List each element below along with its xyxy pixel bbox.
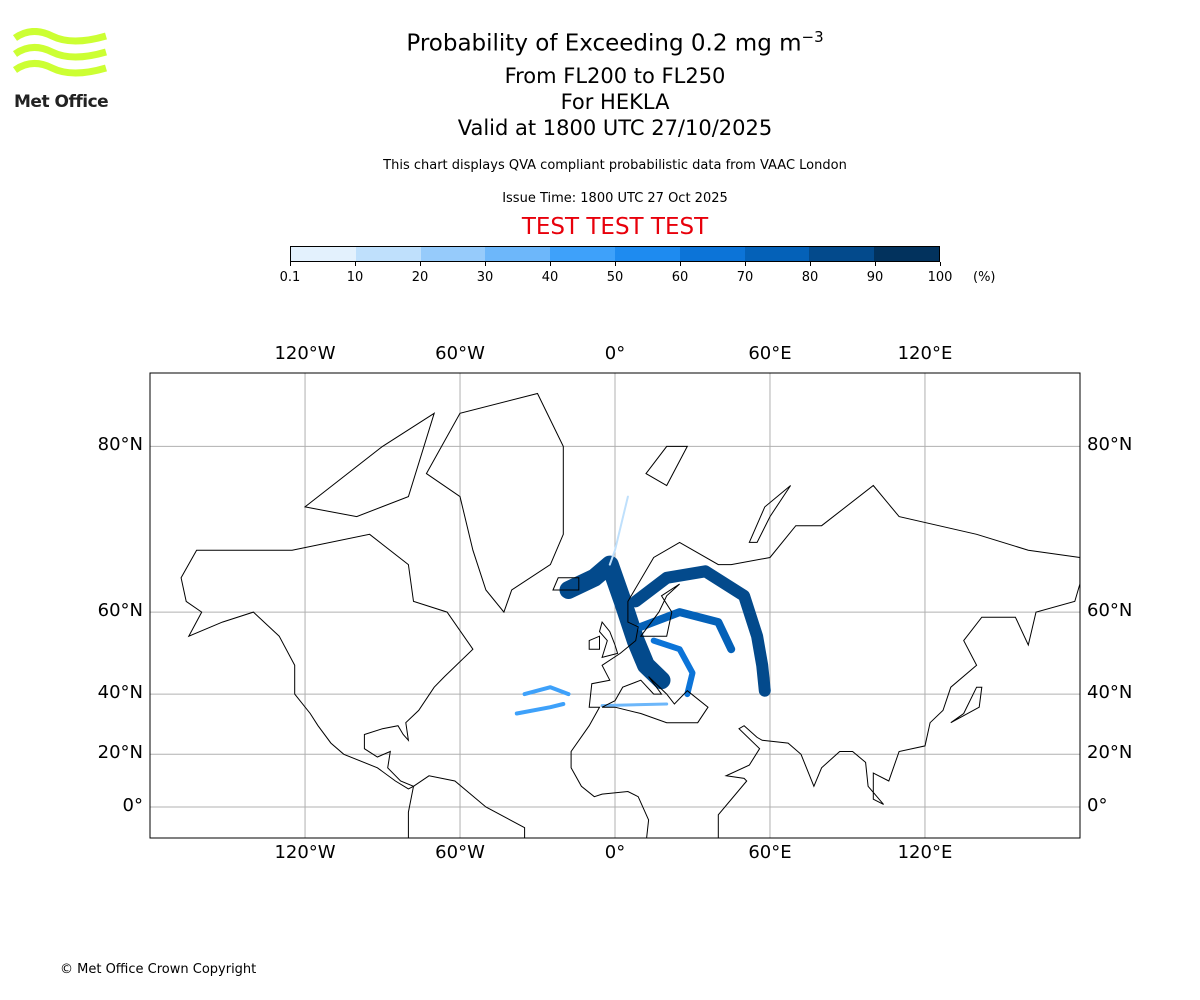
issue-time: Issue Time: 1800 UTC 27 Oct 2025 [502,191,728,206]
colorbar-swatch [744,247,810,261]
colorbar-tick-label: 100 [927,270,953,285]
coastline [598,621,619,659]
coastline [407,775,526,838]
colorbar-swatch [291,247,356,261]
colorbar-swatch [679,247,745,261]
ash-plume [650,637,696,698]
title-text: Probability of Exceeding 0.2 mg m [406,30,802,57]
coastline [748,485,792,543]
colorbar-tickmark [745,262,746,266]
volcano-name: For HEKLA [560,90,670,114]
title-exponent: −3 [801,28,824,46]
ash-plume [559,555,671,690]
chart-title: Probability of Exceeding 0.2 mg m−3 [0,28,1200,57]
colorbar-swatch [550,247,615,261]
longitude-label: 120°W [274,343,336,364]
met-office-logo [12,28,108,112]
logo-text: Met Office [14,92,109,112]
test-banner: TEST TEST TEST [521,214,709,240]
colorbar-tickmark [290,262,291,266]
coastline [303,412,436,518]
colorbar-swatch [874,247,939,261]
data-note: This chart displays QVA compliant probab… [383,158,847,173]
longitude-label: 60°E [748,842,792,863]
latitude-label: 0° [122,795,143,816]
colorbar-swatch [420,247,486,261]
coastlines [180,392,1080,838]
valid-time: Valid at 1800 UTC 27/10/2025 [457,116,773,140]
latitude-label: 80°N [1087,434,1133,456]
longitude-label: 60°E [748,343,792,364]
coastline [552,577,580,591]
gridlines [150,373,1080,838]
coastline [645,445,689,487]
colorbar-tickmark [810,262,811,266]
coastline [950,686,983,724]
colorbar-tickmark [615,262,616,266]
longitude-label: 120°W [274,842,336,863]
ash-plume [636,608,736,654]
longitude-label: 120°E [897,343,953,364]
colorbar-tick-label: 30 [476,270,494,285]
longitude-label: 60°W [435,842,485,863]
latitude-label: 40°N [97,682,143,704]
flight-levels: From FL200 to FL250 [504,64,726,88]
colorbar-tick-label: 70 [736,270,754,285]
ash-probability-field [514,495,771,716]
colorbar-swatch [614,247,680,261]
colorbar-tickmark [355,262,356,266]
latitude-label: 80°N [97,434,143,456]
colorbar-tickmark [875,262,876,266]
coastline [570,484,1080,838]
longitude-label: 0° [604,842,626,863]
latitude-label: 20°N [97,742,143,764]
longitude-label: 120°E [897,842,953,863]
colorbar-tickmark [550,262,551,266]
ash-plume [600,702,669,708]
colorbar-tick-label: 10 [346,270,364,285]
colorbar-tick-label: 60 [671,270,689,285]
longitude-label: 60°W [435,343,485,364]
latitude-label: 60°N [1087,600,1133,622]
copyright: © Met Office Crown Copyright [60,962,257,977]
coastline [639,583,680,637]
colorbar-tickmark [485,262,486,266]
colorbar-swatch [809,247,875,261]
colorbar-tick-label: 40 [541,270,559,285]
longitude-label: 0° [604,343,626,364]
colorbar-tick-label: 80 [801,270,819,285]
colorbar-tickmark [680,262,681,266]
ash-plume [522,685,571,697]
met-office-waves-icon [12,28,107,77]
coastline [588,635,600,650]
latitude-label: 20°N [1087,742,1133,764]
ash-plume [514,702,566,716]
colorbar-swatch [485,247,551,261]
colorbar-tickmark [940,262,941,266]
colorbar-unit: (%) [973,270,996,285]
colorbar-tick-label: 20 [411,270,429,285]
colorbar-tick-label: 0.1 [279,270,301,285]
colorbar-tickmark [420,262,421,266]
coastline [180,533,474,790]
coastline [425,392,564,614]
colorbar [290,246,940,262]
latitude-label: 60°N [97,600,143,622]
colorbar-tick-label: 90 [866,270,884,285]
coastline [601,676,709,724]
ash-plume [608,495,629,566]
latitude-label: 0° [1087,795,1108,816]
latitude-label: 40°N [1087,682,1133,704]
map-frame [149,372,1081,839]
colorbar-swatch [355,247,421,261]
colorbar-tick-label: 50 [606,270,624,285]
ash-plume [629,565,771,697]
